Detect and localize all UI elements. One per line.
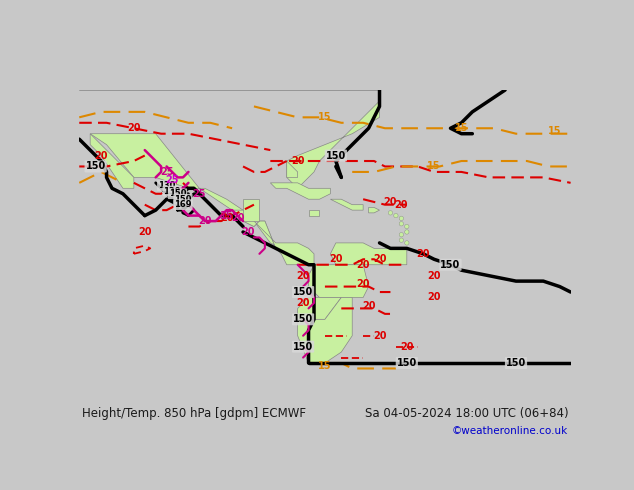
Circle shape: [404, 224, 409, 229]
Text: 15: 15: [427, 162, 441, 172]
Text: 130: 130: [164, 187, 181, 196]
Polygon shape: [368, 207, 380, 213]
Polygon shape: [232, 210, 314, 265]
Text: 20: 20: [373, 254, 386, 264]
Text: 25: 25: [160, 167, 173, 177]
Polygon shape: [90, 134, 134, 188]
Text: 20: 20: [400, 342, 413, 352]
Text: 20: 20: [198, 216, 212, 226]
Text: 20: 20: [394, 200, 408, 210]
Text: 150: 150: [86, 162, 106, 172]
Text: 20: 20: [138, 227, 152, 237]
Text: 20: 20: [242, 227, 256, 237]
Text: 20: 20: [427, 293, 441, 302]
Text: 20: 20: [362, 301, 375, 311]
Polygon shape: [309, 265, 368, 297]
Text: 20: 20: [220, 213, 233, 223]
Circle shape: [404, 230, 409, 234]
Text: 20: 20: [231, 213, 244, 223]
Polygon shape: [297, 297, 353, 363]
Polygon shape: [287, 161, 297, 177]
Circle shape: [394, 214, 398, 218]
Text: 20: 20: [291, 156, 304, 166]
Polygon shape: [270, 183, 330, 199]
Text: 150: 150: [169, 189, 186, 198]
Polygon shape: [330, 199, 363, 210]
Text: 20: 20: [329, 254, 342, 264]
Text: 150: 150: [397, 358, 417, 368]
Text: 25: 25: [193, 189, 206, 199]
Text: 20: 20: [384, 197, 397, 207]
Text: 20: 20: [417, 249, 430, 259]
Text: 15: 15: [455, 123, 468, 133]
Polygon shape: [79, 90, 380, 188]
Circle shape: [399, 238, 404, 243]
Text: 25: 25: [165, 175, 179, 185]
Circle shape: [404, 241, 409, 245]
Polygon shape: [330, 243, 407, 265]
Text: 20: 20: [373, 331, 386, 341]
Text: 20: 20: [296, 270, 310, 281]
Text: 150: 150: [293, 287, 313, 297]
Text: 20: 20: [127, 123, 141, 133]
Text: 20: 20: [356, 279, 370, 289]
Text: 20: 20: [94, 150, 108, 161]
Text: 150: 150: [293, 342, 313, 352]
Text: ©weatheronline.co.uk: ©weatheronline.co.uk: [452, 426, 568, 437]
Text: 20: 20: [296, 298, 310, 308]
Text: 169: 169: [174, 200, 191, 209]
Polygon shape: [90, 134, 287, 254]
Text: Height/Temp. 850 hPa [gdpm] ECMWF: Height/Temp. 850 hPa [gdpm] ECMWF: [82, 407, 306, 420]
Text: 150: 150: [174, 195, 191, 204]
Circle shape: [399, 233, 404, 237]
Circle shape: [399, 221, 404, 226]
Circle shape: [399, 216, 404, 220]
Text: 150: 150: [293, 314, 313, 324]
Text: 15: 15: [220, 211, 233, 220]
Text: 15: 15: [318, 112, 332, 122]
Polygon shape: [243, 199, 259, 221]
Text: 150: 150: [441, 260, 461, 270]
Text: 130: 130: [158, 181, 175, 190]
Text: 20: 20: [356, 260, 370, 270]
Text: 15: 15: [548, 126, 561, 136]
Text: 15: 15: [318, 361, 332, 371]
Circle shape: [388, 211, 392, 215]
Text: 20: 20: [427, 270, 441, 281]
Polygon shape: [309, 210, 320, 216]
Text: 150: 150: [506, 358, 526, 368]
Polygon shape: [297, 297, 341, 319]
Polygon shape: [396, 248, 407, 254]
Text: Sa 04-05-2024 18:00 UTC (06+84): Sa 04-05-2024 18:00 UTC (06+84): [365, 407, 568, 420]
Text: 150: 150: [326, 150, 346, 161]
